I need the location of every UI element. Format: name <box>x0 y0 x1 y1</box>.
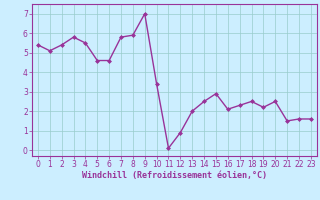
X-axis label: Windchill (Refroidissement éolien,°C): Windchill (Refroidissement éolien,°C) <box>82 171 267 180</box>
